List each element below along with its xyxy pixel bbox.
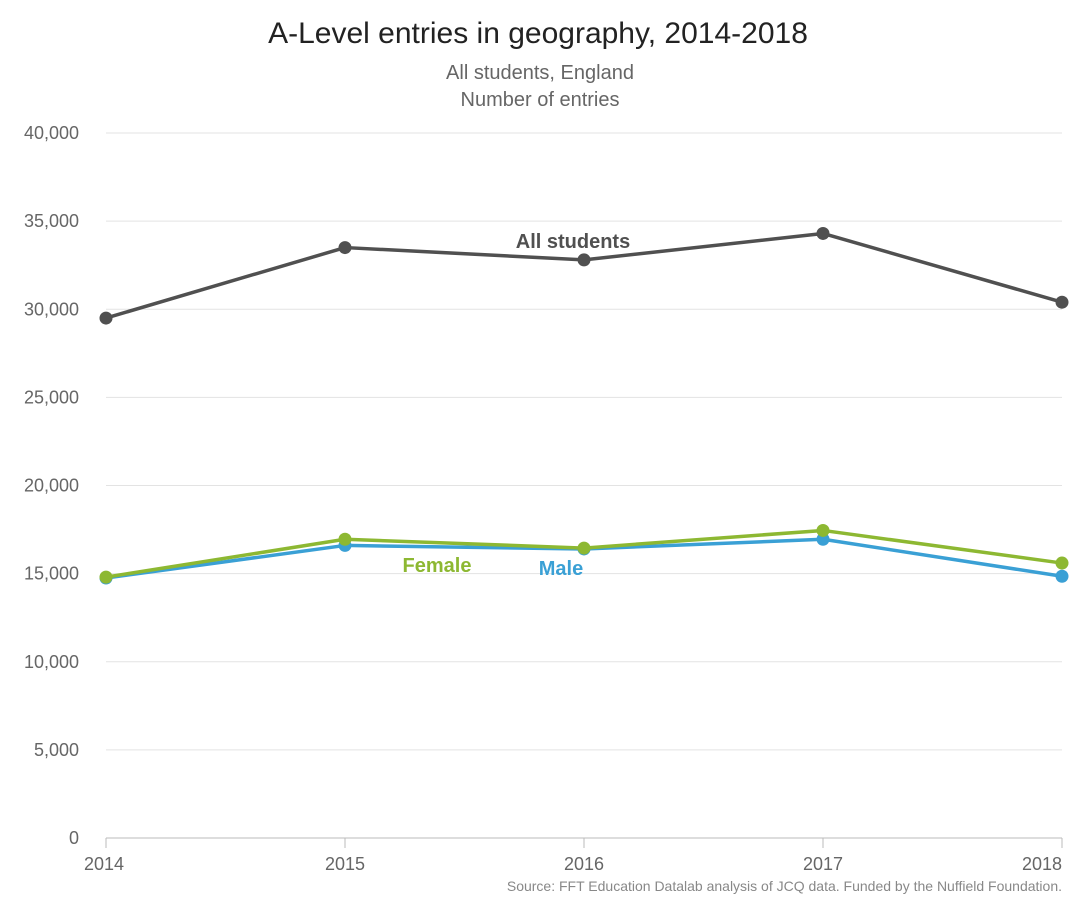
data-point bbox=[816, 523, 830, 537]
y-tick-label: 30,000 bbox=[24, 299, 79, 319]
data-point bbox=[338, 241, 352, 255]
data-point bbox=[1055, 569, 1069, 583]
gridlines bbox=[106, 132, 1062, 751]
x-tick-label: 2014 bbox=[84, 854, 124, 874]
series-label: Female bbox=[403, 555, 472, 577]
source-note: Source: FFT Education Datalab analysis o… bbox=[507, 878, 1062, 894]
data-point bbox=[99, 311, 113, 325]
x-tick-label: 2017 bbox=[803, 854, 843, 874]
data-point bbox=[577, 253, 591, 267]
axes: 0 5,000 10,000 15,000 20,000 25,000 30,000 35,0… bbox=[24, 123, 1063, 874]
y-tick-label: 25,000 bbox=[24, 387, 79, 407]
data-point bbox=[1055, 295, 1069, 309]
y-tick-label: 0 bbox=[69, 828, 79, 848]
y-tick-label: 35,000 bbox=[24, 211, 79, 231]
series-label: Male bbox=[539, 558, 583, 580]
series-label: All students bbox=[516, 231, 630, 253]
x-tick-label: 2018 bbox=[1022, 854, 1062, 874]
x-tick-label: 2015 bbox=[325, 854, 365, 874]
y-tick-label: 20,000 bbox=[24, 476, 79, 496]
data-point bbox=[338, 532, 352, 546]
series-labels: All students Female Male bbox=[403, 231, 631, 580]
data-point bbox=[99, 570, 113, 584]
chart-title: A-Level entries in geography, 2014-2018 bbox=[268, 17, 808, 50]
y-tick-label: 40,000 bbox=[24, 123, 79, 143]
data-point bbox=[816, 226, 830, 240]
data-point bbox=[577, 541, 591, 555]
y-tick-label: 10,000 bbox=[24, 652, 79, 672]
series-lines bbox=[99, 226, 1069, 585]
data-point bbox=[1055, 556, 1069, 570]
chart-subtitle: All students, England bbox=[446, 62, 634, 84]
x-tick-label: 2016 bbox=[564, 854, 604, 874]
chart-y-measure-label: Number of entries bbox=[461, 89, 620, 111]
y-tick-label: 5,000 bbox=[34, 740, 79, 760]
y-tick-label: 15,000 bbox=[24, 564, 79, 584]
